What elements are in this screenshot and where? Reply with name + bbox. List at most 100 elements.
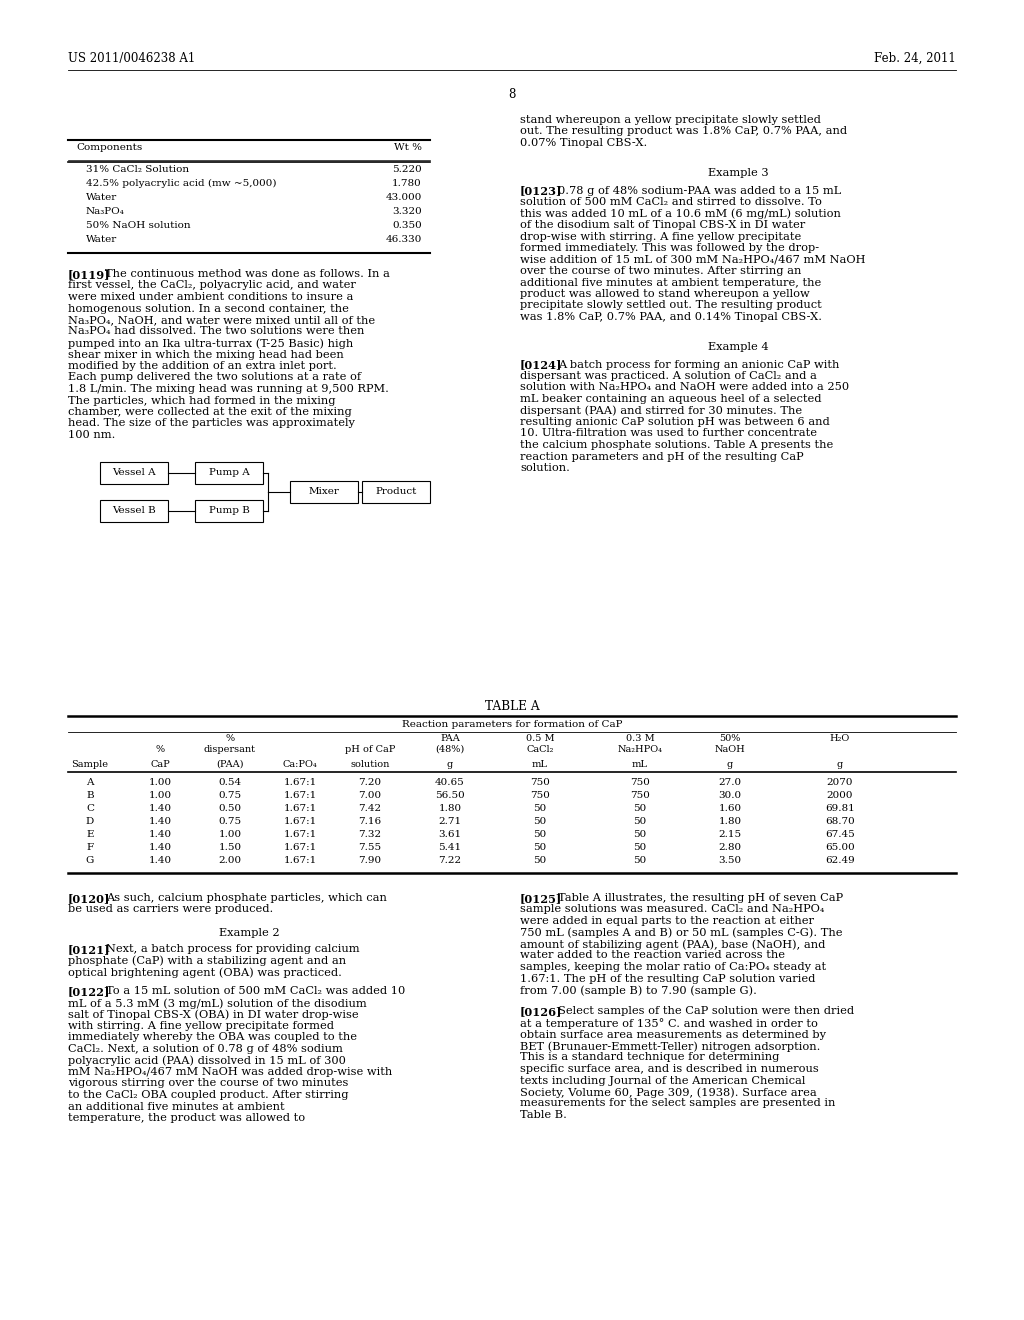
Text: 50: 50 (634, 843, 646, 851)
Text: the calcium phosphate solutions. Table A presents the: the calcium phosphate solutions. Table A… (520, 440, 834, 450)
Text: Water: Water (86, 235, 118, 244)
Text: from 7.00 (sample B) to 7.90 (sample G).: from 7.00 (sample B) to 7.90 (sample G). (520, 985, 757, 995)
Text: measurements for the select samples are presented in: measurements for the select samples are … (520, 1098, 836, 1109)
Text: 50: 50 (534, 855, 547, 865)
Text: texts including Journal of the American Chemical: texts including Journal of the American … (520, 1076, 805, 1085)
Text: 1.00: 1.00 (218, 830, 242, 840)
Text: 0.78 g of 48% sodium-PAA was added to a 15 mL: 0.78 g of 48% sodium-PAA was added to a … (558, 186, 842, 195)
Text: 27.0: 27.0 (719, 777, 741, 787)
Text: out. The resulting product was 1.8% CaP, 0.7% PAA, and: out. The resulting product was 1.8% CaP,… (520, 127, 847, 136)
Text: %: % (156, 744, 165, 754)
Text: 50: 50 (634, 817, 646, 826)
Text: 5.41: 5.41 (438, 843, 462, 851)
Text: were added in equal parts to the reaction at either: were added in equal parts to the reactio… (520, 916, 814, 927)
Text: head. The size of the particles was approximately: head. The size of the particles was appr… (68, 418, 355, 429)
Text: CaCl₂. Next, a solution of 0.78 g of 48% sodium: CaCl₂. Next, a solution of 0.78 g of 48%… (68, 1044, 343, 1053)
Text: 0.75: 0.75 (218, 791, 242, 800)
Text: 1.40: 1.40 (148, 817, 172, 826)
Text: 67.45: 67.45 (825, 830, 855, 840)
Text: be used as carriers were produced.: be used as carriers were produced. (68, 904, 273, 915)
Text: g: g (446, 760, 454, 770)
Text: g: g (837, 760, 843, 770)
Text: over the course of two minutes. After stirring an: over the course of two minutes. After st… (520, 267, 802, 276)
Text: To a 15 mL solution of 500 mM CaCl₂ was added 10: To a 15 mL solution of 500 mM CaCl₂ was … (106, 986, 406, 997)
Bar (195, 499, 263, 521)
Text: Na₃PO₄: Na₃PO₄ (86, 207, 125, 216)
Text: 3.61: 3.61 (438, 830, 462, 840)
Text: [0119]: [0119] (68, 269, 111, 280)
Text: Reaction parameters for formation of CaP: Reaction parameters for formation of CaP (401, 719, 623, 729)
Text: first vessel, the CaCl₂, polyacrylic acid, and water: first vessel, the CaCl₂, polyacrylic aci… (68, 281, 356, 290)
Text: immediately whereby the OBA was coupled to the: immediately whereby the OBA was coupled … (68, 1032, 357, 1043)
Text: Select samples of the CaP solution were then dried: Select samples of the CaP solution were … (558, 1006, 854, 1016)
Text: sample solutions was measured. CaCl₂ and Na₂HPO₄: sample solutions was measured. CaCl₂ and… (520, 904, 824, 915)
Text: Sample: Sample (72, 760, 109, 770)
Text: wise addition of 15 mL of 300 mM Na₂HPO₄/467 mM NaOH: wise addition of 15 mL of 300 mM Na₂HPO₄… (520, 255, 865, 264)
Text: mL: mL (632, 760, 648, 770)
Text: 2000: 2000 (826, 791, 853, 800)
Text: D: D (86, 817, 94, 826)
Text: 40.65: 40.65 (435, 777, 465, 787)
Text: 0.50: 0.50 (218, 804, 242, 813)
Text: 1.67:1: 1.67:1 (284, 804, 316, 813)
Text: PAA: PAA (440, 734, 460, 743)
Text: with stirring. A fine yellow precipitate formed: with stirring. A fine yellow precipitate… (68, 1020, 334, 1031)
Text: B: B (86, 791, 94, 800)
Text: 7.22: 7.22 (438, 855, 462, 865)
Text: 50: 50 (634, 804, 646, 813)
Text: 3.50: 3.50 (719, 855, 741, 865)
Text: homogenous solution. In a second container, the: homogenous solution. In a second contain… (68, 304, 349, 314)
Text: 30.0: 30.0 (719, 791, 741, 800)
Text: Example 4: Example 4 (708, 342, 768, 351)
Text: Na₃PO₄, NaOH, and water were mixed until all of the: Na₃PO₄, NaOH, and water were mixed until… (68, 315, 375, 325)
Text: 1.67:1: 1.67:1 (284, 843, 316, 851)
Text: 1.00: 1.00 (148, 791, 172, 800)
Text: shear mixer in which the mixing head had been: shear mixer in which the mixing head had… (68, 350, 344, 359)
Text: solution with Na₂HPO₄ and NaOH were added into a 250: solution with Na₂HPO₄ and NaOH were adde… (520, 383, 849, 392)
Text: 50: 50 (634, 830, 646, 840)
Text: of the disodium salt of Tinopal CBS-X in DI water: of the disodium salt of Tinopal CBS-X in… (520, 220, 805, 230)
Text: Na₃PO₄ had dissolved. The two solutions were then: Na₃PO₄ had dissolved. The two solutions … (68, 326, 365, 337)
Text: an additional five minutes at ambient: an additional five minutes at ambient (68, 1101, 285, 1111)
Text: NaOH: NaOH (715, 744, 745, 754)
Text: Vessel A: Vessel A (113, 469, 156, 477)
Text: 10. Ultra-filtration was used to further concentrate: 10. Ultra-filtration was used to further… (520, 429, 817, 438)
Text: optical brightening agent (OBA) was practiced.: optical brightening agent (OBA) was prac… (68, 968, 342, 978)
Text: 50: 50 (534, 843, 547, 851)
Text: [0121]: [0121] (68, 944, 111, 954)
Text: 1.60: 1.60 (719, 804, 741, 813)
Text: 0.3 M: 0.3 M (626, 734, 654, 743)
Text: obtain surface area measurements as determined by: obtain surface area measurements as dete… (520, 1030, 826, 1040)
Text: A batch process for forming an anionic CaP with: A batch process for forming an anionic C… (558, 359, 840, 370)
Text: CaP: CaP (151, 760, 170, 770)
Text: [0122]: [0122] (68, 986, 111, 998)
Text: Table B.: Table B. (520, 1110, 567, 1119)
Text: 50%: 50% (719, 734, 740, 743)
Text: 50% NaOH solution: 50% NaOH solution (86, 220, 190, 230)
Text: were mixed under ambient conditions to insure a: were mixed under ambient conditions to i… (68, 292, 353, 302)
Text: 7.16: 7.16 (358, 817, 382, 826)
Text: 46.330: 46.330 (386, 235, 422, 244)
Text: dispersant was practiced. A solution of CaCl₂ and a: dispersant was practiced. A solution of … (520, 371, 817, 381)
Text: 1.67:1. The pH of the resulting CaP solution varied: 1.67:1. The pH of the resulting CaP solu… (520, 974, 815, 983)
Text: additional five minutes at ambient temperature, the: additional five minutes at ambient tempe… (520, 277, 821, 288)
Text: 3.320: 3.320 (392, 207, 422, 216)
Text: 1.40: 1.40 (148, 855, 172, 865)
Text: dispersant (PAA) and stirred for 30 minutes. The: dispersant (PAA) and stirred for 30 minu… (520, 405, 802, 416)
Text: 2.71: 2.71 (438, 817, 462, 826)
Text: reaction parameters and pH of the resulting CaP: reaction parameters and pH of the result… (520, 451, 804, 462)
Text: 750 mL (samples A and B) or 50 mL (samples C-G). The: 750 mL (samples A and B) or 50 mL (sampl… (520, 928, 843, 939)
Text: mL: mL (532, 760, 548, 770)
Text: 1.40: 1.40 (148, 843, 172, 851)
Bar (195, 462, 263, 483)
Text: vigorous stirring over the course of two minutes: vigorous stirring over the course of two… (68, 1078, 348, 1089)
Text: 2.15: 2.15 (719, 830, 741, 840)
Text: Society, Volume 60, Page 309, (1938). Surface area: Society, Volume 60, Page 309, (1938). Su… (520, 1086, 817, 1097)
Text: g: g (727, 760, 733, 770)
Text: 1.67:1: 1.67:1 (284, 855, 316, 865)
Text: 50: 50 (534, 830, 547, 840)
Text: solution of 500 mM CaCl₂ and stirred to dissolve. To: solution of 500 mM CaCl₂ and stirred to … (520, 197, 822, 207)
Text: 1.8 L/min. The mixing head was running at 9,500 RPM.: 1.8 L/min. The mixing head was running a… (68, 384, 389, 393)
Text: 7.32: 7.32 (358, 830, 382, 840)
Text: This is a standard technique for determining: This is a standard technique for determi… (520, 1052, 779, 1063)
